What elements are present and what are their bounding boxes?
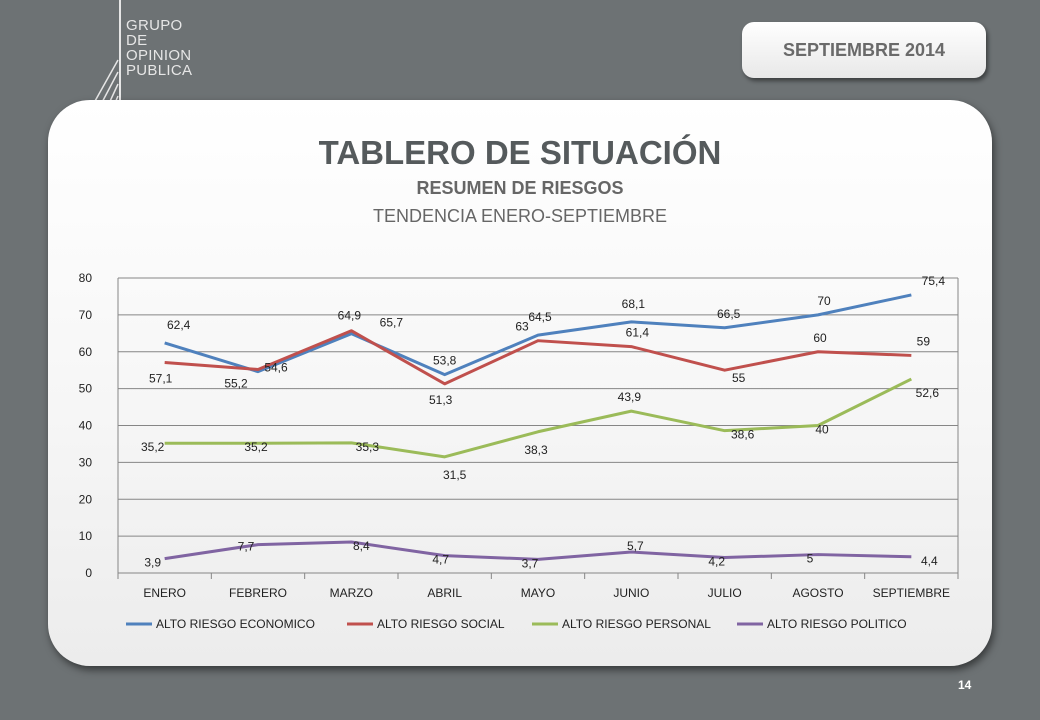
- data-label: 53,8: [433, 354, 457, 368]
- data-label: 31,5: [443, 468, 467, 482]
- data-label: 59: [917, 334, 931, 348]
- date-badge: SEPTIEMBRE 2014: [742, 22, 986, 78]
- data-label: 43,9: [618, 390, 642, 404]
- chart-card: [48, 100, 992, 666]
- y-tick-label: 20: [79, 492, 93, 506]
- data-label: 4,2: [708, 555, 725, 569]
- y-tick-label: 30: [79, 455, 93, 469]
- legend-label: ALTO RIESGO POLITICO: [767, 617, 907, 631]
- data-label: 68,1: [622, 297, 646, 311]
- legend-label: ALTO RIESGO PERSONAL: [562, 617, 711, 631]
- data-label: 55: [732, 371, 746, 385]
- data-label: 63: [515, 320, 529, 334]
- data-label: 70: [817, 294, 831, 308]
- y-tick-label: 50: [79, 382, 93, 396]
- x-tick-label: MARZO: [330, 586, 373, 600]
- y-tick-label: 10: [79, 529, 93, 543]
- x-tick-label: JULIO: [708, 586, 742, 600]
- data-label: 5: [807, 552, 814, 566]
- data-label: 38,3: [524, 443, 548, 457]
- y-tick-label: 70: [79, 308, 93, 322]
- data-label: 4,7: [432, 553, 449, 567]
- logo-line: OPINION: [126, 47, 192, 64]
- data-label: 54,6: [264, 361, 288, 375]
- data-label: 65,7: [380, 316, 404, 330]
- chart-period: TENDENCIA ENERO-SEPTIEMBRE: [372, 206, 668, 226]
- x-tick-label: JUNIO: [613, 586, 649, 600]
- data-label: 66,5: [717, 307, 741, 321]
- page-number: 14: [958, 678, 972, 692]
- data-label: 4,4: [921, 554, 938, 568]
- data-label: 3,7: [522, 556, 539, 570]
- data-label: 8,4: [353, 539, 370, 553]
- data-label: 35,3: [356, 440, 380, 454]
- chart-subtitle: RESUMEN DE RIESGOS: [416, 178, 624, 198]
- page-title: TABLERO DE SITUACIÓN: [318, 134, 722, 171]
- data-label: 64,9: [338, 309, 362, 323]
- data-label: 35,2: [141, 440, 165, 454]
- data-label: 51,3: [429, 393, 453, 407]
- data-label: 64,5: [528, 310, 552, 324]
- data-label: 38,6: [731, 428, 755, 442]
- data-label: 60: [813, 331, 827, 345]
- x-tick-label: FEBRERO: [229, 586, 287, 600]
- date-label: SEPTIEMBRE 2014: [782, 39, 946, 60]
- logo-line: PUBLICA: [126, 62, 193, 79]
- y-tick-label: 60: [79, 345, 93, 359]
- data-label: 62,4: [167, 318, 191, 332]
- y-tick-label: 0: [85, 566, 92, 580]
- data-label: 40: [815, 423, 829, 437]
- series-line-1: [164, 293, 912, 377]
- legend-label: ALTO RIESGO ECONOMICO: [156, 617, 315, 631]
- logo-line: DE: [126, 32, 148, 49]
- y-tick-label: 40: [79, 419, 93, 433]
- x-tick-label: AGOSTO: [792, 586, 843, 600]
- data-label: 52,6: [916, 386, 940, 400]
- data-label: 55,2: [224, 376, 248, 390]
- series-line-4: [164, 540, 912, 561]
- y-tick-label: 80: [79, 271, 93, 285]
- logo-text: GRUPO DE OPINION PUBLICA: [126, 18, 192, 78]
- x-tick-label: ENERO: [143, 586, 186, 600]
- series-line-2: [164, 329, 912, 386]
- data-label: 7,7: [238, 540, 255, 554]
- x-tick-label: MAYO: [521, 586, 555, 600]
- data-label: 57,1: [149, 371, 173, 385]
- data-label: 61,4: [626, 326, 650, 340]
- series-line-3: [164, 377, 913, 459]
- logo-line: GRUPO: [126, 17, 183, 34]
- legend-label: ALTO RIESGO SOCIAL: [377, 617, 505, 631]
- x-tick-label: SEPTIEMBRE: [873, 586, 950, 600]
- data-label: 5,7: [627, 539, 644, 553]
- x-tick-label: ABRIL: [427, 586, 462, 600]
- data-label: 35,2: [244, 440, 268, 454]
- data-label: 75,4: [922, 274, 946, 288]
- data-label: 3,9: [144, 556, 161, 570]
